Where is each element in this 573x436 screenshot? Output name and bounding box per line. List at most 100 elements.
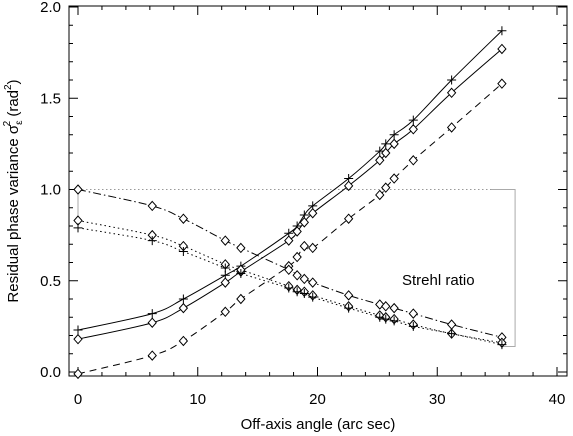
y-tick-label: 2.0 [40,0,61,16]
y-axis-label-pre: Residual phase variance σ [5,124,22,302]
series-layer [73,26,507,380]
diamond-marker [343,290,354,301]
diamond-marker [381,301,391,312]
diamond-marker [375,189,385,201]
plus-marker [308,292,318,302]
diamond-marker [147,317,157,328]
x-axis-label: Off-axis angle (arc sec) [241,416,396,433]
tick-labels: 0 10 20 30 40 0.0 0.5 1.0 1.5 2.0 [40,0,565,408]
diamond-marker [343,213,354,224]
strehl-ratio-annotation: Strehl ratio [402,272,475,289]
plus-marker [147,309,157,319]
diamond-marker [308,277,318,288]
plus-marker [236,268,246,278]
diamond-marker [73,333,83,345]
diamond-marker [292,251,302,263]
x-tick-label: 10 [189,391,206,408]
diamond-marker [147,200,157,212]
plus-marker [497,340,507,350]
plus-marker [447,75,457,85]
plus-marker [344,303,354,313]
diamond-marker [381,147,391,159]
series-line [77,48,503,340]
series-6-strehl-dotted-plus [73,223,507,350]
y-tick-label: 0.0 [40,364,61,381]
diamond-marker [308,207,318,219]
y-tick-label: 0.5 [40,273,61,290]
diamond-marker [178,302,189,314]
diamond-marker [299,273,309,285]
diamond-marker [343,180,354,192]
diamond-marker [292,270,302,281]
diamond-marker [220,235,230,246]
y-tick-label: 1.5 [40,90,61,107]
diamond-marker [73,184,83,195]
plus-marker [147,236,157,246]
diamond-marker [236,242,246,254]
diamond-marker [389,173,399,184]
diamond-marker [147,350,157,361]
plus-marker [381,139,391,149]
y-axis-label-sup: 2 [2,120,13,126]
y-axis-label-sub: ε [14,120,25,125]
diamond-marker [497,43,507,55]
plus-marker [447,329,457,339]
plus-marker [292,287,302,297]
plus-marker [73,325,83,335]
plus-marker [178,294,188,304]
diamond-marker [292,226,302,237]
diamond-marker [389,138,399,150]
plus-marker [497,26,507,36]
diamond-marker [73,368,83,380]
x-tick-label: 30 [429,391,446,408]
x-tick-label: 40 [549,391,566,408]
plus-marker [299,289,309,299]
diamond-marker [381,182,391,193]
ref-box-right [491,189,516,347]
series-line [77,220,503,344]
plus-marker [284,283,294,293]
x-tick-label: 0 [74,391,82,408]
diamond-marker [497,78,507,89]
diamond-marker [389,302,399,314]
series-line [77,227,503,346]
diamond-marker [446,122,457,133]
plus-marker [389,316,399,326]
diamond-marker [299,217,309,228]
diamond-marker [236,293,246,305]
diamond-marker [178,335,189,347]
diamond-marker [220,306,230,318]
plus-marker [178,247,188,257]
diamond-marker [408,155,418,166]
diamond-marker [220,277,230,288]
series-line [77,189,503,338]
diamond-marker [178,213,189,224]
x-tick-label: 20 [309,391,326,408]
plus-marker [375,312,385,322]
diamond-marker [375,155,385,166]
diamond-marker [446,87,457,99]
plus-marker [389,130,399,140]
plus-marker [220,263,230,273]
y-tick-label: 1.0 [40,182,61,199]
diamond-marker [308,242,318,254]
plus-marker [73,223,83,233]
y-axis-label-sup2: 2 [3,84,14,90]
series-3-variance-dashed-diamond [73,78,507,380]
series-line [77,30,503,331]
diamond-marker [446,319,457,330]
series-2-variance-solid-diamond [73,43,507,345]
axis-ticks [69,6,567,376]
y-axis-label-post: ) [5,79,22,84]
plus-marker [408,321,418,331]
y-axis-label: Residual phase variance σε2 (rad2) [2,79,25,302]
diamond-marker [408,308,418,319]
plus-marker [408,115,418,125]
plot-frame [68,5,568,377]
y-axis-label-mid: (rad [5,90,22,121]
diamond-marker [408,124,418,135]
plus-marker [381,314,391,324]
diamond-marker [284,235,294,246]
diamond-marker [284,264,294,276]
series-4-strehl-dashdot-diamond [73,184,507,343]
